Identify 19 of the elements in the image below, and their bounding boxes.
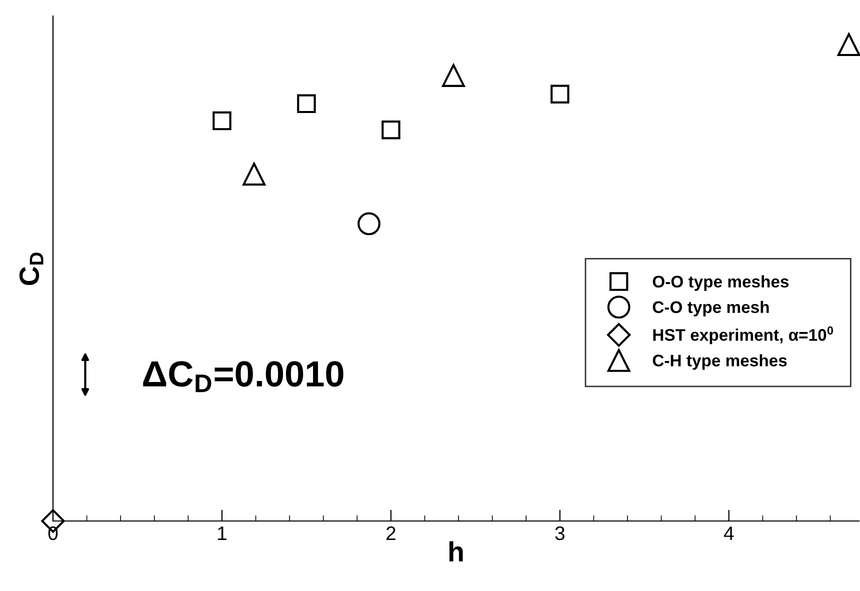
point [297, 94, 316, 114]
point [358, 212, 380, 236]
point [382, 120, 400, 140]
legend-label: C-O type mesh [652, 300, 769, 316]
point [212, 111, 232, 130]
x-tick-label: 2 [386, 526, 396, 540]
x-tick-label: 3 [555, 526, 564, 540]
legend-label: C-H type meshes [652, 354, 787, 370]
point [442, 64, 465, 88]
legend-label: HST experiment, α=10$^{0}$ [653, 326, 833, 344]
point [837, 33, 860, 56]
point [550, 84, 570, 104]
y-axis-title: C$_{D}$ [19, 252, 44, 285]
legend-label: O-O type meshes [652, 275, 789, 291]
x-tick-label: 1 [218, 526, 226, 540]
x-axis-title: h [449, 541, 463, 562]
x-tick-label: 4 [724, 526, 734, 540]
point [242, 162, 266, 186]
annotation: ΔC$_{D}$=0.0010 [143, 361, 344, 392]
